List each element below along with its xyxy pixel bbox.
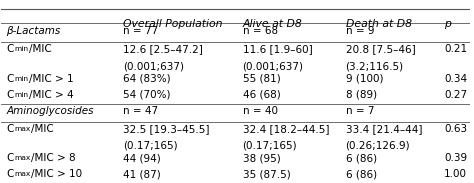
Text: n = 47: n = 47: [123, 106, 158, 116]
Text: 0.27: 0.27: [444, 90, 467, 100]
Text: Aminoglycosides: Aminoglycosides: [6, 106, 93, 116]
Text: Overall Population: Overall Population: [123, 19, 223, 29]
Text: 35 (87.5): 35 (87.5): [243, 169, 290, 179]
Text: β-Lactams: β-Lactams: [6, 26, 60, 36]
Text: 64 (83%): 64 (83%): [123, 74, 171, 84]
Text: 6 (86): 6 (86): [346, 153, 377, 163]
Text: n = 7: n = 7: [346, 106, 374, 116]
Text: n = 77: n = 77: [123, 26, 158, 36]
Text: (3.2;116.5): (3.2;116.5): [346, 61, 404, 71]
Text: C: C: [6, 153, 13, 163]
Text: Alive at D8: Alive at D8: [243, 19, 302, 29]
Text: 44 (94): 44 (94): [123, 153, 161, 163]
Text: (0.001;637): (0.001;637): [123, 61, 184, 71]
Text: 0.63: 0.63: [444, 124, 467, 134]
Text: 0.39: 0.39: [444, 153, 467, 163]
Text: 20.8 [7.5–46]: 20.8 [7.5–46]: [346, 44, 415, 54]
Text: C: C: [6, 124, 13, 134]
Text: 55 (81): 55 (81): [243, 74, 280, 84]
Text: C: C: [6, 90, 13, 100]
Text: 38 (95): 38 (95): [243, 153, 280, 163]
Text: (0.17;165): (0.17;165): [123, 141, 178, 151]
Text: 6 (86): 6 (86): [346, 169, 377, 179]
Text: min: min: [15, 46, 28, 52]
Text: min: min: [15, 92, 28, 98]
Text: /MIC > 10: /MIC > 10: [31, 169, 82, 179]
Text: (0.26;126.9): (0.26;126.9): [346, 141, 410, 151]
Text: 0.34: 0.34: [444, 74, 467, 84]
Text: n = 68: n = 68: [243, 26, 278, 36]
Text: p: p: [444, 19, 451, 29]
Text: /MIC: /MIC: [31, 124, 54, 134]
Text: /MIC > 8: /MIC > 8: [31, 153, 75, 163]
Text: C: C: [6, 169, 13, 179]
Text: (0.17;165): (0.17;165): [243, 141, 297, 151]
Text: max: max: [15, 126, 31, 132]
Text: 8 (89): 8 (89): [346, 90, 377, 100]
Text: C: C: [6, 74, 13, 84]
Text: max: max: [15, 155, 31, 161]
Text: C: C: [6, 44, 13, 54]
Text: /MIC: /MIC: [28, 44, 51, 54]
Text: max: max: [15, 171, 31, 178]
Text: (0.001;637): (0.001;637): [243, 61, 303, 71]
Text: n = 9: n = 9: [346, 26, 374, 36]
Text: 32.5 [19.3–45.5]: 32.5 [19.3–45.5]: [123, 124, 210, 134]
Text: /MIC > 4: /MIC > 4: [28, 90, 73, 100]
Text: min: min: [15, 76, 28, 82]
Text: /MIC > 1: /MIC > 1: [28, 74, 73, 84]
Text: 0.21: 0.21: [444, 44, 467, 54]
Text: Death at D8: Death at D8: [346, 19, 411, 29]
Text: 32.4 [18.2–44.5]: 32.4 [18.2–44.5]: [243, 124, 329, 134]
Text: 1.00: 1.00: [444, 169, 467, 179]
Text: 12.6 [2.5–47.2]: 12.6 [2.5–47.2]: [123, 44, 203, 54]
Text: 41 (87): 41 (87): [123, 169, 161, 179]
Text: n = 40: n = 40: [243, 106, 278, 116]
Text: 54 (70%): 54 (70%): [123, 90, 171, 100]
Text: 9 (100): 9 (100): [346, 74, 383, 84]
Text: 11.6 [1.9–60]: 11.6 [1.9–60]: [243, 44, 312, 54]
Text: 46 (68): 46 (68): [243, 90, 280, 100]
Text: 33.4 [21.4–44]: 33.4 [21.4–44]: [346, 124, 422, 134]
